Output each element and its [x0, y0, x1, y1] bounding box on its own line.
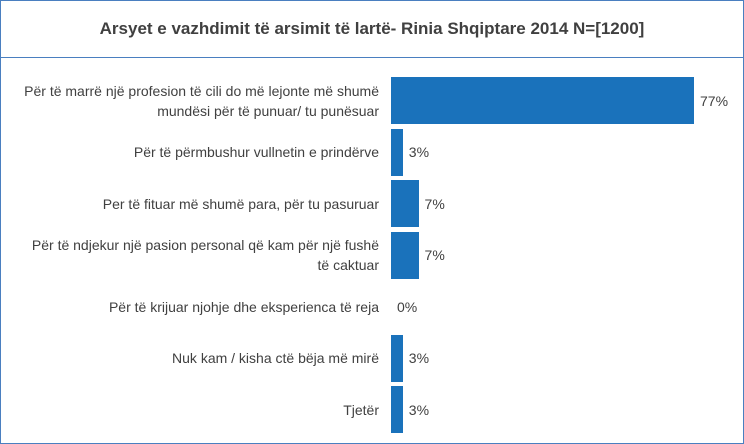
category-label: Për të ndjekur një pasion personal që ka… [31, 237, 379, 273]
bar [391, 77, 694, 124]
data-label: 3% [408, 350, 430, 366]
category-label: Tjetër [343, 401, 379, 418]
data-label: 7% [424, 247, 445, 263]
bar [391, 231, 419, 279]
category-label: Për të krijuar njohje dhe eksperienca të… [108, 298, 379, 315]
category-label: Për të përmbushur vullnetin e prindërve [133, 144, 379, 160]
category-label: Per të fituar më shumë para, për tu pasu… [102, 195, 379, 212]
data-label: 3% [408, 144, 430, 160]
data-label: 77% [700, 92, 729, 109]
bar [391, 334, 403, 382]
data-label: 0% [397, 298, 418, 315]
data-label: 3% [408, 401, 430, 418]
bar [391, 386, 403, 433]
chart-title: Arsyet e vazhdimit të arsimit të lartë- … [1, 1, 743, 58]
bar [391, 128, 403, 176]
category-label: Nuk kam / kisha ctë bëja më mirë [172, 350, 379, 366]
category-label: Për të marrë një profesion të cili do më… [24, 82, 379, 119]
data-label: 7% [424, 195, 445, 212]
bar [391, 180, 419, 227]
